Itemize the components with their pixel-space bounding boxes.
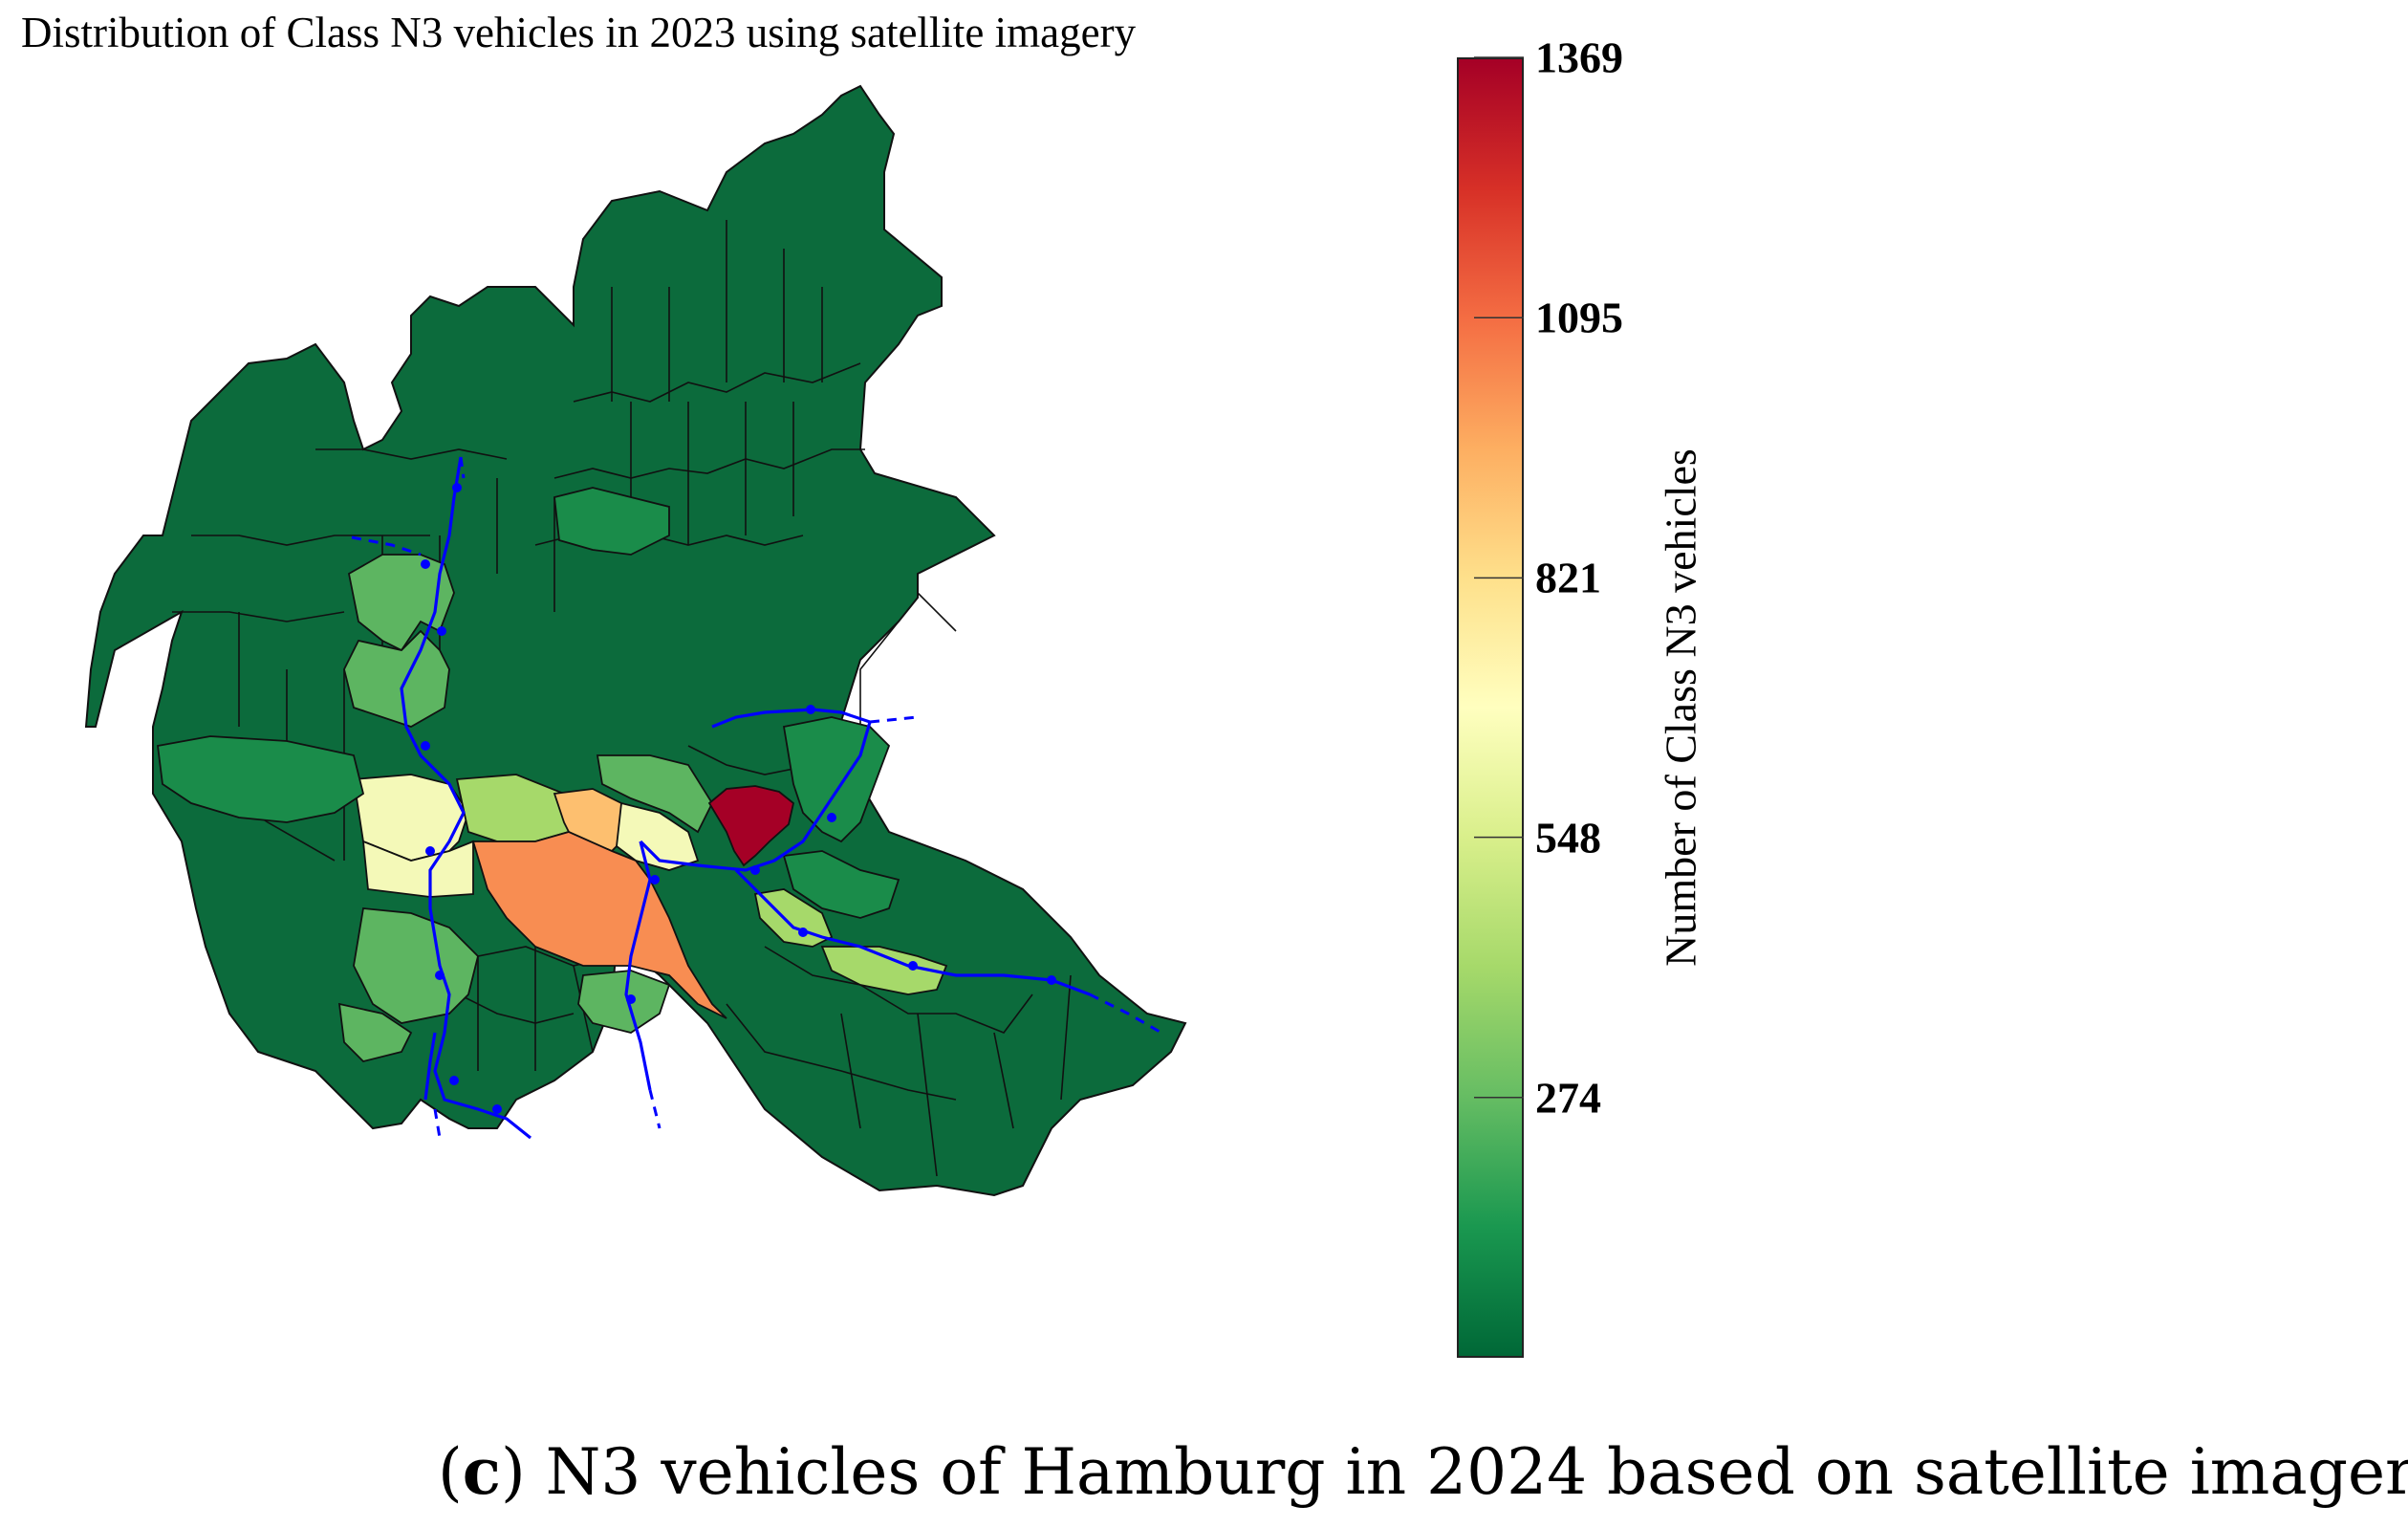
route-east-spur	[734, 868, 1091, 996]
hamburg-district-map	[84, 84, 1187, 1197]
district-medium-green-southwest	[353, 907, 479, 1024]
figure-caption: (c) N3 vehicles of Hamburg in 2024 based…	[438, 1434, 2408, 1509]
district-green-east2	[782, 850, 900, 919]
district-green-west	[157, 735, 365, 823]
district-green-northwest	[553, 487, 670, 556]
colorbar-label: Number of Class N3 vehicles	[1656, 448, 1705, 967]
district-dark-red	[707, 785, 795, 867]
district-orange-large	[471, 831, 727, 1019]
colorbar-tick-label: 1095	[1535, 293, 1623, 342]
highlighted-districts	[157, 487, 948, 1062]
district-light-green-southeast	[820, 946, 948, 995]
district-pale-yellow-west2	[361, 840, 474, 898]
district-medium-green-center	[596, 754, 714, 834]
transport-routes-dashed	[351, 456, 1162, 1139]
route-north-south-west	[400, 456, 531, 1140]
district-medium-green-north2	[343, 629, 450, 728]
district-pale-yellow-east	[616, 801, 700, 871]
colorbar	[1457, 57, 1524, 1358]
colorbar-tick-label: 548	[1535, 813, 1601, 862]
colorbar-tick-label: 1369	[1535, 33, 1623, 82]
route-south-branch	[423, 1032, 437, 1101]
route-east-loop	[639, 708, 872, 872]
district-medium-green-south	[577, 970, 671, 1034]
route-stations	[421, 483, 1056, 1114]
colorbar-tick-label: 821	[1535, 553, 1601, 602]
caption-tag: c	[462, 1434, 501, 1509]
district-medium-green-southwest2	[337, 1002, 413, 1062]
colorbar-tick-label: 274	[1535, 1073, 1601, 1123]
caption-text: N3 vehicles of Hamburg in 2024 based on …	[545, 1435, 2408, 1509]
figure-title: Distribution of Class N3 vehicles in 202…	[21, 9, 1137, 56]
